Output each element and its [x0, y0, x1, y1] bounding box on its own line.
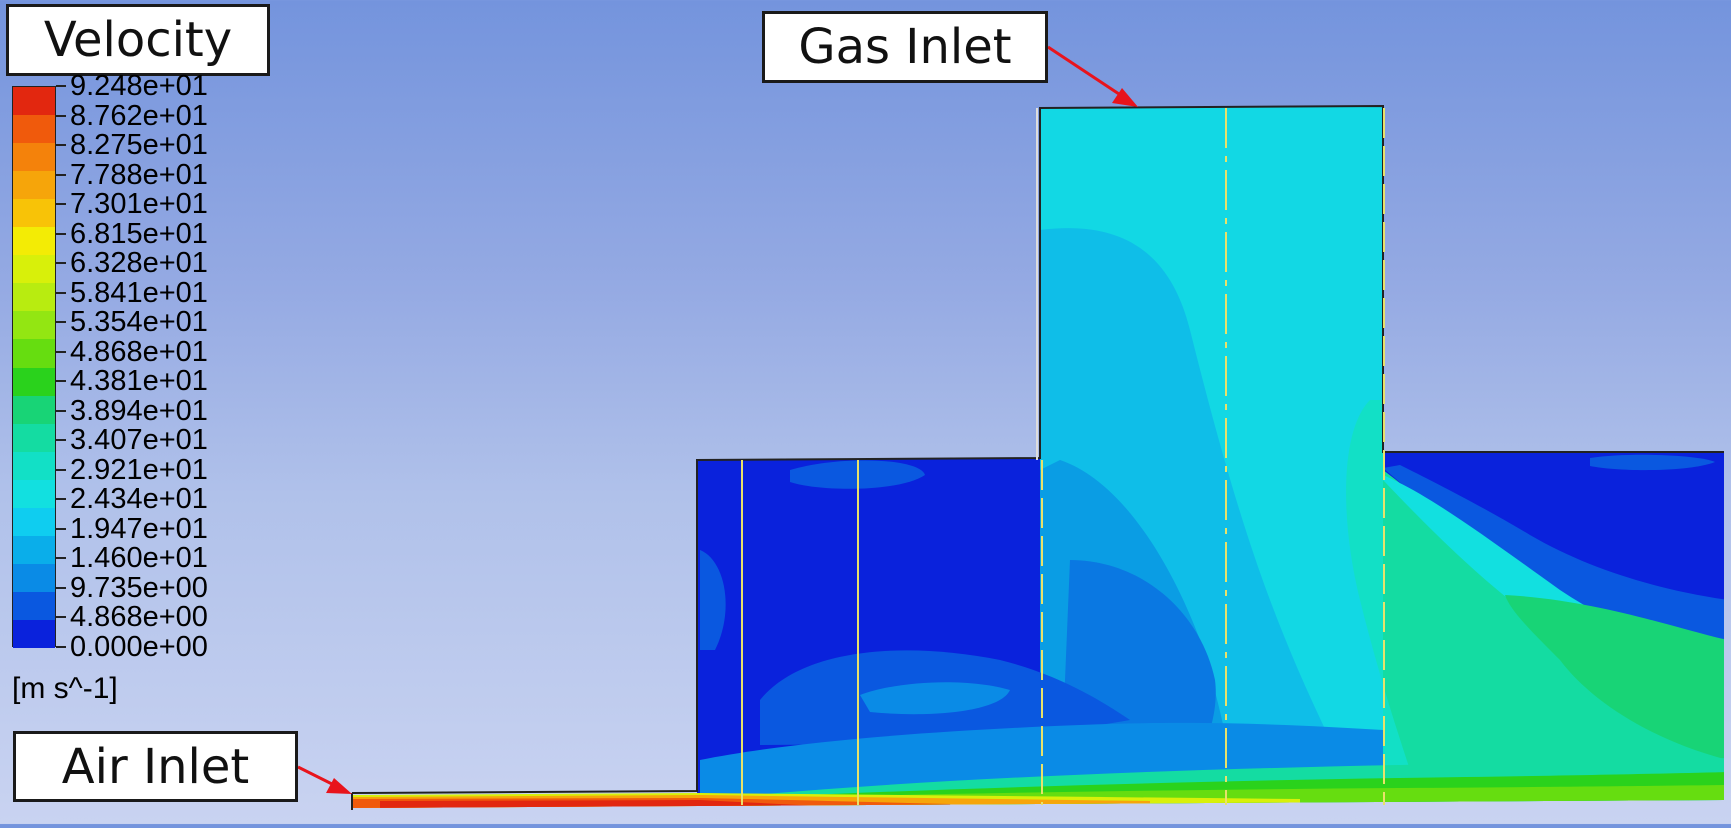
contour-band: [1505, 595, 1724, 760]
legend-tick-label: 4.381e+01: [70, 365, 208, 398]
legend-tick-label: 9.248e+01: [70, 70, 208, 102]
legend-tick-label: 6.328e+01: [70, 247, 208, 280]
legend-tick-mark: [56, 439, 66, 442]
legend-tick-label: 7.788e+01: [70, 158, 208, 191]
legend-tick-label: 0.000e+00: [70, 631, 208, 663]
air-inlet-arrow: [297, 765, 352, 794]
air-inlet-label: Air Inlet: [13, 731, 298, 802]
legend-tick-mark: [56, 85, 66, 87]
legend-swatch: [13, 591, 55, 621]
legend-tick-mark: [56, 114, 66, 117]
legend-tick-mark: [56, 616, 66, 619]
legend-tick-label: 4.868e+01: [70, 335, 208, 368]
legend-swatch: [13, 171, 55, 200]
legend-tick-label: 5.841e+01: [70, 276, 208, 309]
legend-swatch: [13, 535, 55, 565]
legend-tick-mark: [56, 262, 66, 265]
legend-tick-mark: [56, 203, 66, 206]
contour-band: [1346, 400, 1420, 800]
legend-tick-mark: [56, 144, 66, 147]
legend-unit: [m s^-1]: [12, 672, 118, 705]
legend-tick-label: 1.460e+01: [70, 542, 208, 575]
legend-tick-label: 8.275e+01: [70, 129, 208, 162]
legend-tick-mark: [56, 232, 66, 235]
legend-tick-label: 6.815e+01: [70, 217, 208, 250]
contour-band: [1590, 454, 1715, 471]
gas-inlet-label: Gas Inlet: [762, 11, 1048, 83]
legend-swatch: [13, 423, 55, 453]
legend-swatch: [13, 311, 55, 340]
legend-swatch: [13, 367, 55, 397]
legend-tick-label: 3.407e+01: [70, 424, 208, 457]
legend-swatch: [13, 479, 55, 509]
legend-swatch: [13, 619, 55, 649]
legend-tick-mark: [56, 498, 66, 501]
legend-swatch: [13, 143, 55, 172]
legend-swatch: [13, 339, 55, 368]
legend-tick-label: 9.735e+00: [70, 571, 208, 604]
contour-band: [700, 550, 726, 650]
legend-tick-label: 2.434e+01: [70, 483, 208, 516]
legend-swatch: [13, 199, 55, 228]
legend-tick-mark: [56, 350, 66, 353]
slice-lines: [741, 108, 1385, 805]
legend-tick-mark: [56, 321, 66, 324]
legend-swatch: [13, 507, 55, 537]
gas-inlet-arrow: [1047, 45, 1138, 107]
legend-swatch: [13, 227, 55, 256]
legend-tick-mark: [56, 380, 66, 383]
legend-tick-mark: [56, 173, 66, 176]
legend-tick-mark: [56, 586, 66, 589]
legend-swatch: [13, 451, 55, 481]
legend-tick-mark: [56, 468, 66, 471]
legend-tick-mark: [56, 646, 66, 648]
legend-tick-label: 8.762e+01: [70, 99, 208, 132]
legend-tick-label: 3.894e+01: [70, 394, 208, 427]
legend-swatch: [13, 87, 55, 116]
legend-tick-label: 4.868e+00: [70, 601, 208, 634]
color-legend-bar: [12, 86, 56, 649]
legend-tick-mark: [56, 557, 66, 560]
legend-tick-mark: [56, 527, 66, 530]
contour-band: [860, 682, 1010, 715]
contour-field: [352, 106, 1724, 808]
legend-swatch: [13, 115, 55, 144]
legend-tick-mark: [56, 409, 66, 412]
legend-tick-label: 5.354e+01: [70, 306, 208, 339]
legend-tick-mark: [56, 291, 66, 294]
legend-swatch: [13, 563, 55, 593]
legend-tick-label: 1.947e+01: [70, 512, 208, 545]
legend-tick-label: 2.921e+01: [70, 453, 208, 486]
contour-band: [1383, 465, 1724, 640]
legend-swatch: [13, 255, 55, 284]
legend-title: Velocity: [6, 4, 270, 76]
legend-tick-label: 7.301e+01: [70, 188, 208, 221]
legend-swatch: [13, 283, 55, 312]
legend-swatch: [13, 395, 55, 425]
